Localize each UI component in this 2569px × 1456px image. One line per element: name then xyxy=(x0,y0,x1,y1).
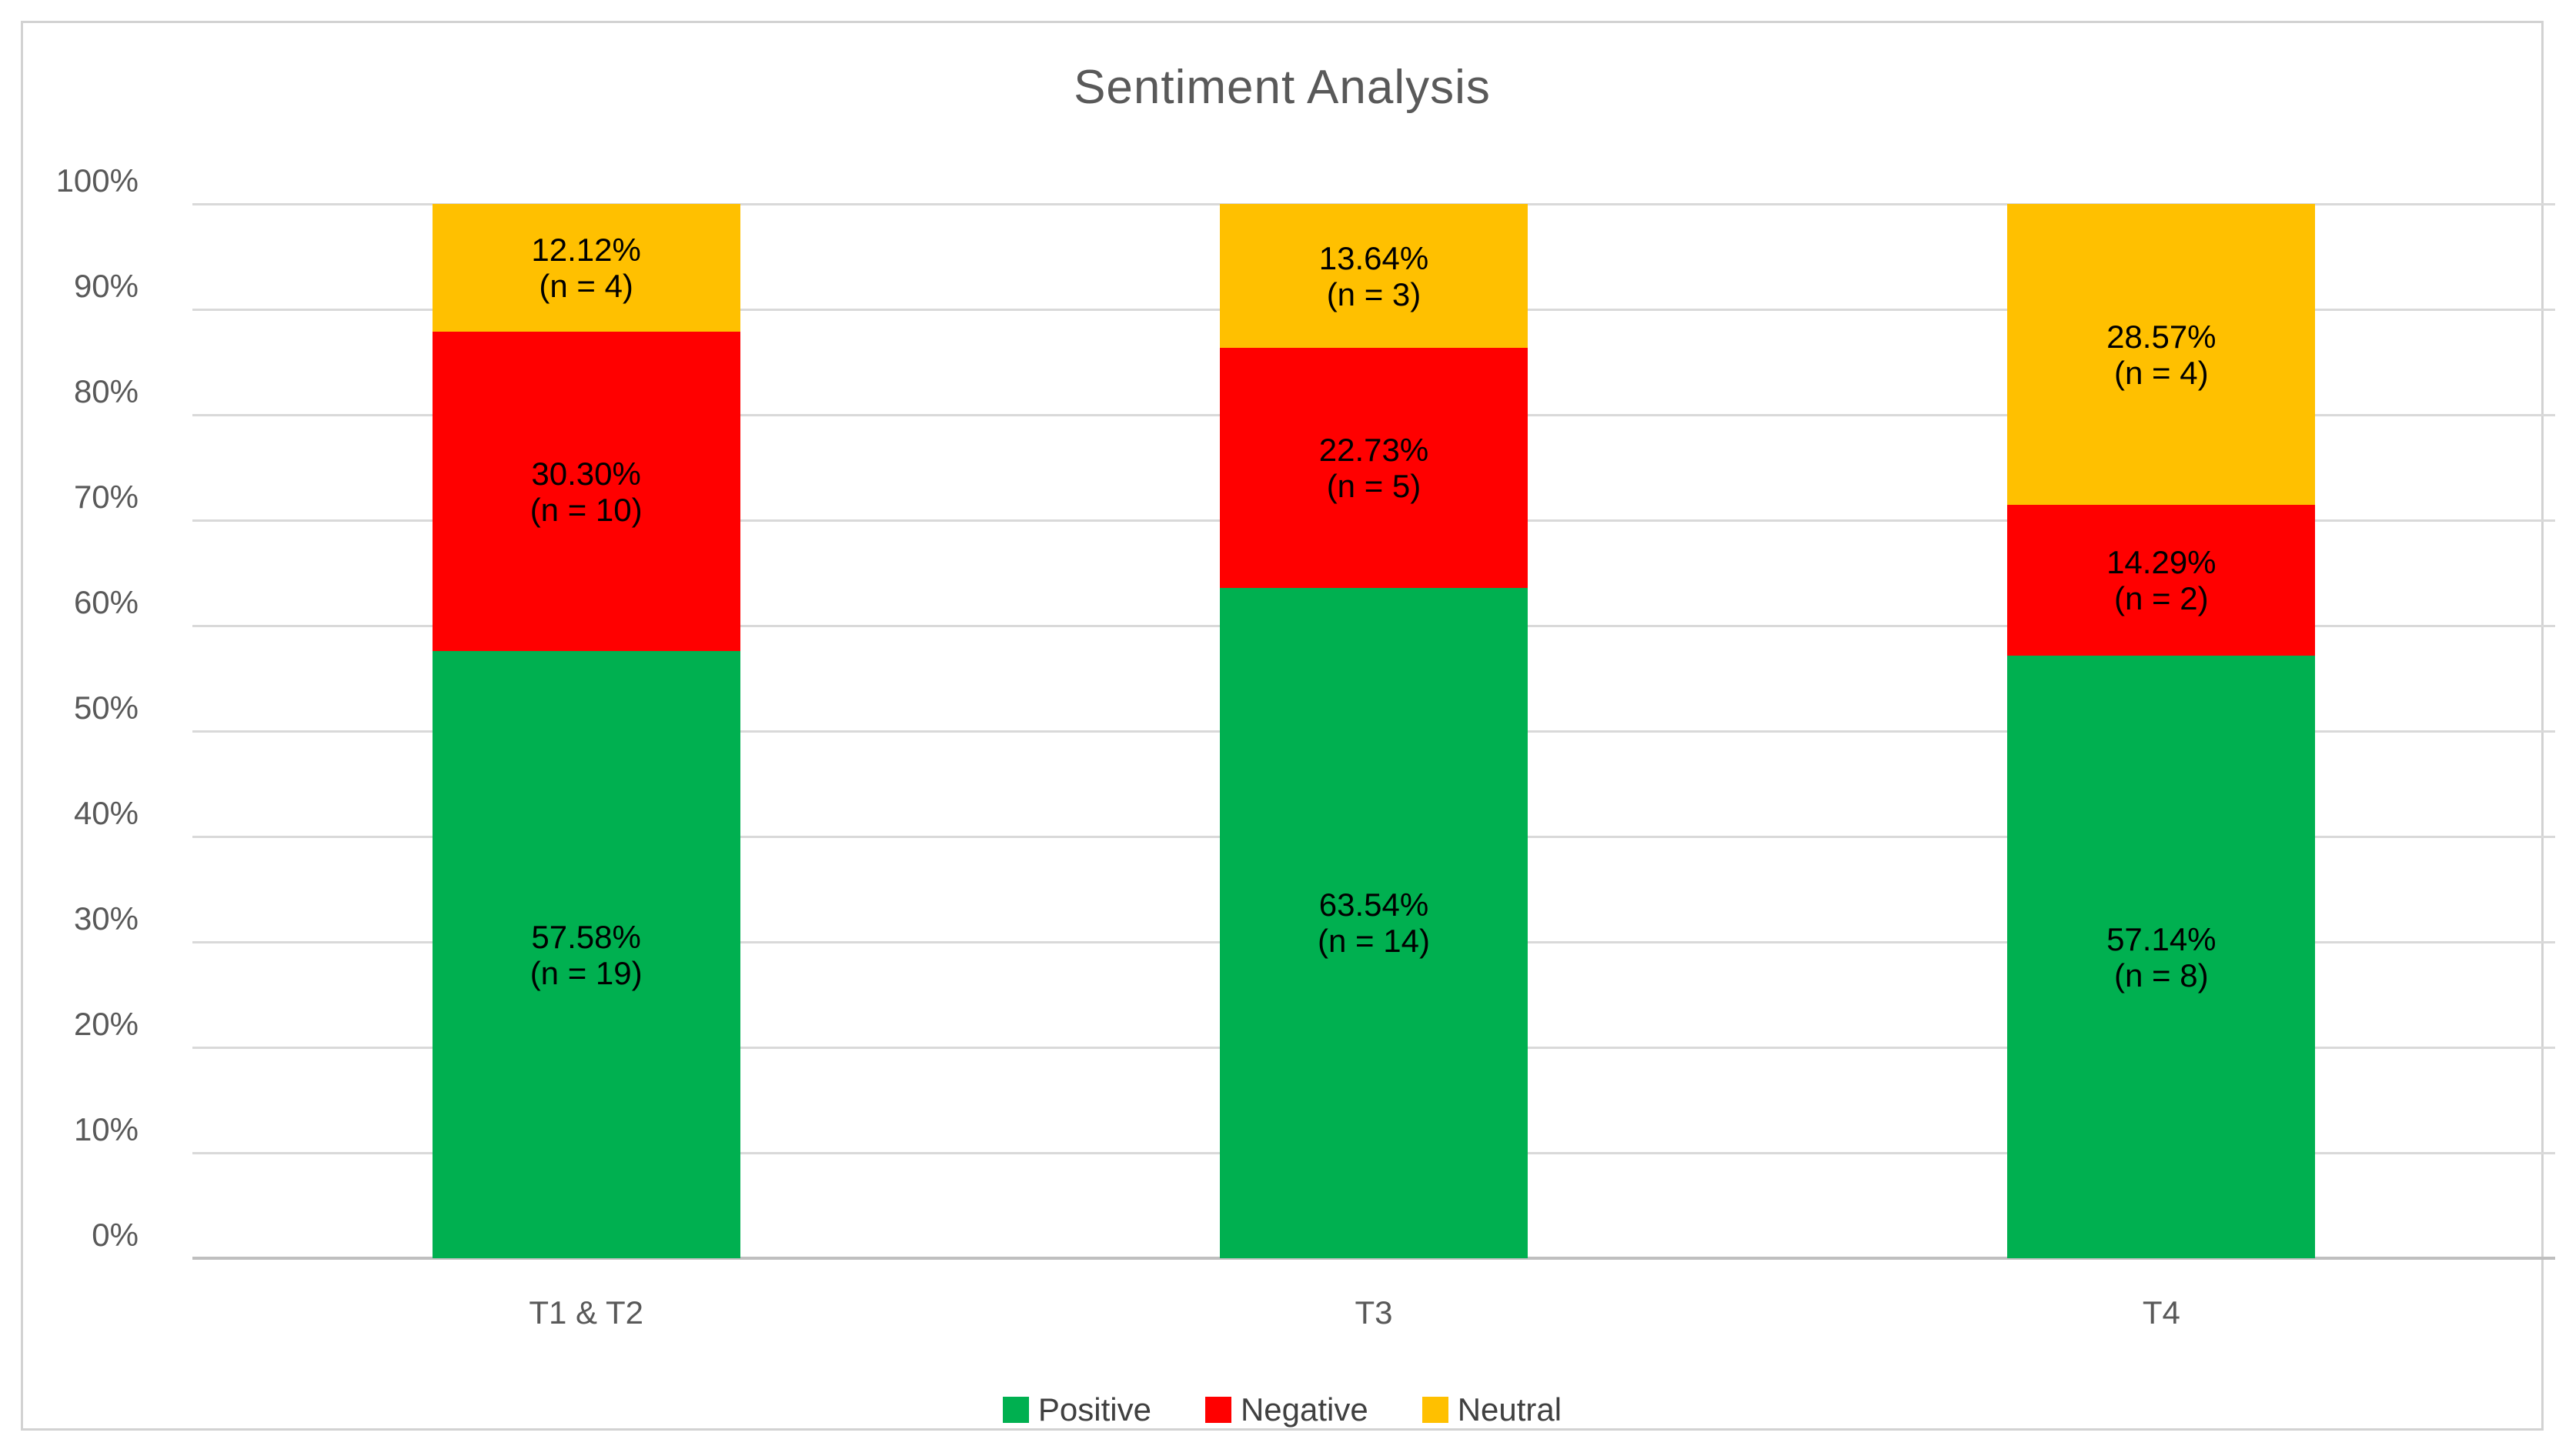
bar-segment-neutral: 13.64% (n = 3) xyxy=(1219,204,1528,349)
legend-marker-icon xyxy=(1002,1397,1029,1423)
legend-label: Neutral xyxy=(1457,1391,1562,1428)
bar-segment-negative: 30.30% (n = 10) xyxy=(432,332,740,652)
data-label-percent: 57.58% xyxy=(531,918,641,955)
y-axis-tick-label: 10% xyxy=(73,1111,139,1147)
bar-segment-negative: 22.73% (n = 5) xyxy=(1219,348,1528,588)
data-label-percent: 28.57% xyxy=(2106,318,2217,355)
data-label: 30.30% (n = 10) xyxy=(530,456,643,528)
stacked-bar: 63.54% (n = 14) 22.73% (n = 5) 13.64% (n = 3) xyxy=(1219,204,1528,1258)
data-label-percent: 30.30% xyxy=(531,455,641,492)
data-label: 28.57% (n = 4) xyxy=(2106,319,2216,391)
data-label-n: (n = 5) xyxy=(1326,467,1421,504)
y-axis-tick-label: 100% xyxy=(55,162,139,199)
x-axis-category-label: T4 xyxy=(2142,1294,2180,1331)
data-label: 12.12% (n = 4) xyxy=(531,232,640,304)
legend-marker-icon xyxy=(1204,1397,1231,1423)
legend: Positive Negative Neutral xyxy=(23,1391,2541,1428)
bar-segment-positive: 63.54% (n = 14) xyxy=(1219,587,1528,1258)
data-label-n: (n = 8) xyxy=(2114,957,2209,993)
plot-area: 57.58% (n = 19) 30.30% (n = 10) 12.12% (n = 4… xyxy=(192,203,2555,1260)
x-axis-line xyxy=(192,1257,2555,1260)
bar-segment-negative: 14.29% (n = 2) xyxy=(2007,505,2316,656)
data-label-percent: 57.14% xyxy=(2106,920,2217,957)
legend-item-positive: Positive xyxy=(1002,1391,1151,1428)
chart-frame: Sentiment Analysis 57.58% (n = 19) 30.30%(… xyxy=(21,21,2555,1431)
data-label: 57.14% (n = 8) xyxy=(2106,921,2216,993)
data-label-n: (n = 4) xyxy=(2114,354,2209,391)
bar-segment-neutral: 12.12% (n = 4) xyxy=(432,204,740,332)
bar-segment-positive: 57.58% (n = 19) xyxy=(432,651,740,1258)
data-label-percent: 12.12% xyxy=(531,232,641,269)
data-label-n: (n = 14) xyxy=(1318,923,1430,960)
data-label-n: (n = 4) xyxy=(539,268,633,305)
legend-label: Negative xyxy=(1240,1391,1368,1428)
legend-label: Positive xyxy=(1037,1391,1151,1428)
data-label: 14.29% (n = 2) xyxy=(2106,544,2216,616)
stacked-bar: 57.58% (n = 19) 30.30% (n = 10) 12.12% (n = 4… xyxy=(432,204,740,1258)
data-label: 63.54% (n = 14) xyxy=(1318,887,1430,959)
y-axis-tick-label: 80% xyxy=(73,373,139,409)
bar-segment-positive: 57.14% (n = 8) xyxy=(2007,656,2316,1258)
y-axis-tick-label: 60% xyxy=(73,584,139,620)
data-label-n: (n = 2) xyxy=(2114,580,2209,617)
y-axis-tick-label: 0% xyxy=(92,1217,139,1253)
data-label-n: (n = 19) xyxy=(530,954,643,991)
data-label-percent: 13.64% xyxy=(1318,239,1429,276)
data-label-percent: 14.29% xyxy=(2106,544,2217,581)
x-axis-category-label: T1 & T2 xyxy=(529,1294,643,1331)
y-axis-tick-label: 70% xyxy=(73,479,139,515)
data-label-percent: 22.73% xyxy=(1318,431,1429,468)
bar-slot: 57.14% (n = 8) 14.29% (n = 2) 28.57% (n = 4) xyxy=(1768,204,2555,1258)
y-axis-tick-label: 50% xyxy=(73,690,139,726)
y-axis-tick-label: 20% xyxy=(73,1006,139,1042)
x-axis-category-label: T3 xyxy=(1355,1294,1393,1331)
bar-slot: 63.54% (n = 14) 22.73% (n = 5) 13.64% (n = 3) xyxy=(980,204,1767,1258)
data-label-n: (n = 3) xyxy=(1326,276,1421,312)
legend-item-negative: Negative xyxy=(1204,1391,1368,1428)
y-axis-tick-label: 30% xyxy=(73,900,139,937)
x-axis-labels: T1 & T2 T3 T4 xyxy=(192,1294,2555,1331)
data-label: 57.58% (n = 19) xyxy=(530,919,643,991)
bar-segment-neutral: 28.57% (n = 4) xyxy=(2007,204,2316,506)
data-label: 13.64% (n = 3) xyxy=(1319,240,1428,312)
legend-marker-icon xyxy=(1421,1397,1448,1423)
chart-title: Sentiment Analysis xyxy=(1074,61,1491,114)
bar-slot: 57.58% (n = 19) 30.30% (n = 10) 12.12% (n = 4… xyxy=(192,204,980,1258)
y-axis-tick-label: 40% xyxy=(73,795,139,831)
data-label-n: (n = 10) xyxy=(530,491,643,528)
bars-container: 57.58% (n = 19) 30.30% (n = 10) 12.12% (n = 4… xyxy=(192,204,2555,1258)
data-label-percent: 63.54% xyxy=(1318,887,1429,923)
stacked-bar: 57.14% (n = 8) 14.29% (n = 2) 28.57% (n = 4) xyxy=(2007,204,2316,1258)
y-axis-tick-label: 90% xyxy=(73,268,139,304)
data-label: 22.73% (n = 5) xyxy=(1319,432,1428,504)
legend-item-neutral: Neutral xyxy=(1421,1391,1562,1428)
